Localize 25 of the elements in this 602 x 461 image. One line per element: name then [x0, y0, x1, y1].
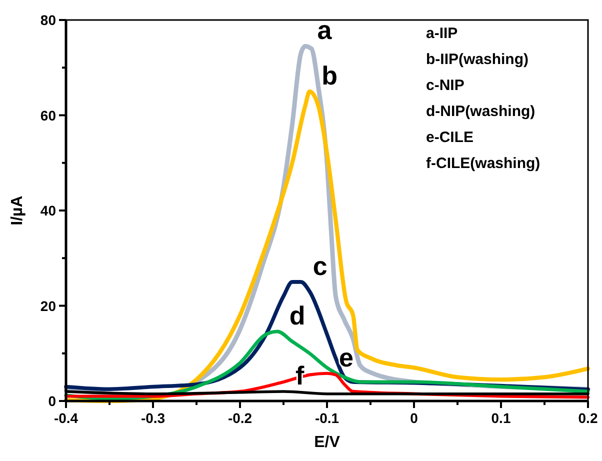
x-tick-label: -0.2 — [228, 410, 252, 426]
y-tick-label: 20 — [40, 298, 56, 314]
x-tick-label: -0.3 — [140, 410, 166, 426]
series-label: b — [322, 60, 338, 90]
x-axis-title: E/V — [314, 434, 340, 451]
y-tick-label: 40 — [40, 202, 56, 218]
series-label: e — [339, 342, 354, 372]
annotation: c-NIP — [426, 77, 464, 94]
annotation: a-IIP — [426, 25, 458, 42]
y-tick-label: 80 — [40, 12, 56, 28]
x-tick-label: 0.2 — [578, 410, 598, 426]
series-label: a — [317, 15, 332, 46]
annotation: f-CILE(washing) — [426, 155, 540, 172]
annotation: b-IIP(washing) — [426, 51, 528, 68]
series-label: c — [312, 250, 328, 281]
annotation: d-NIP(washing) — [426, 103, 536, 120]
x-tick-label: -0.4 — [54, 410, 78, 426]
annotation: e-CILE — [426, 129, 474, 146]
x-tick-label: -0.1 — [314, 410, 340, 426]
y-tick-label: 0 — [48, 393, 56, 409]
y-tick-label: 60 — [40, 107, 56, 124]
y-axis-title: I/µA — [9, 195, 26, 226]
x-tick-label: 0.1 — [491, 410, 511, 426]
x-tick-label: 0 — [410, 410, 418, 426]
series-label: d — [289, 300, 306, 330]
